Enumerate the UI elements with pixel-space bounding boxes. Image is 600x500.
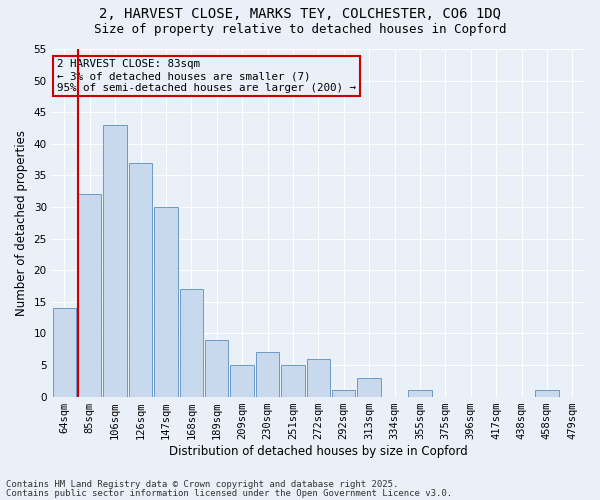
Bar [281,365,305,396]
Bar [103,125,127,396]
Text: Contains HM Land Registry data © Crown copyright and database right 2025.: Contains HM Land Registry data © Crown c… [6,480,398,489]
Bar [332,390,355,396]
Bar [358,378,381,396]
Text: Size of property relative to detached houses in Copford: Size of property relative to detached ho… [94,22,506,36]
Bar [205,340,229,396]
Bar [230,365,254,396]
Bar [53,308,76,396]
Bar [256,352,279,397]
Bar [154,207,178,396]
Text: 2 HARVEST CLOSE: 83sqm
← 3% of detached houses are smaller (7)
95% of semi-detac: 2 HARVEST CLOSE: 83sqm ← 3% of detached … [57,60,356,92]
Text: Contains public sector information licensed under the Open Government Licence v3: Contains public sector information licen… [6,489,452,498]
Bar [408,390,431,396]
Bar [307,358,330,397]
Text: 2, HARVEST CLOSE, MARKS TEY, COLCHESTER, CO6 1DQ: 2, HARVEST CLOSE, MARKS TEY, COLCHESTER,… [99,8,501,22]
X-axis label: Distribution of detached houses by size in Copford: Distribution of detached houses by size … [169,444,468,458]
Bar [179,289,203,397]
Bar [78,194,101,396]
Bar [535,390,559,396]
Y-axis label: Number of detached properties: Number of detached properties [15,130,28,316]
Bar [129,163,152,396]
